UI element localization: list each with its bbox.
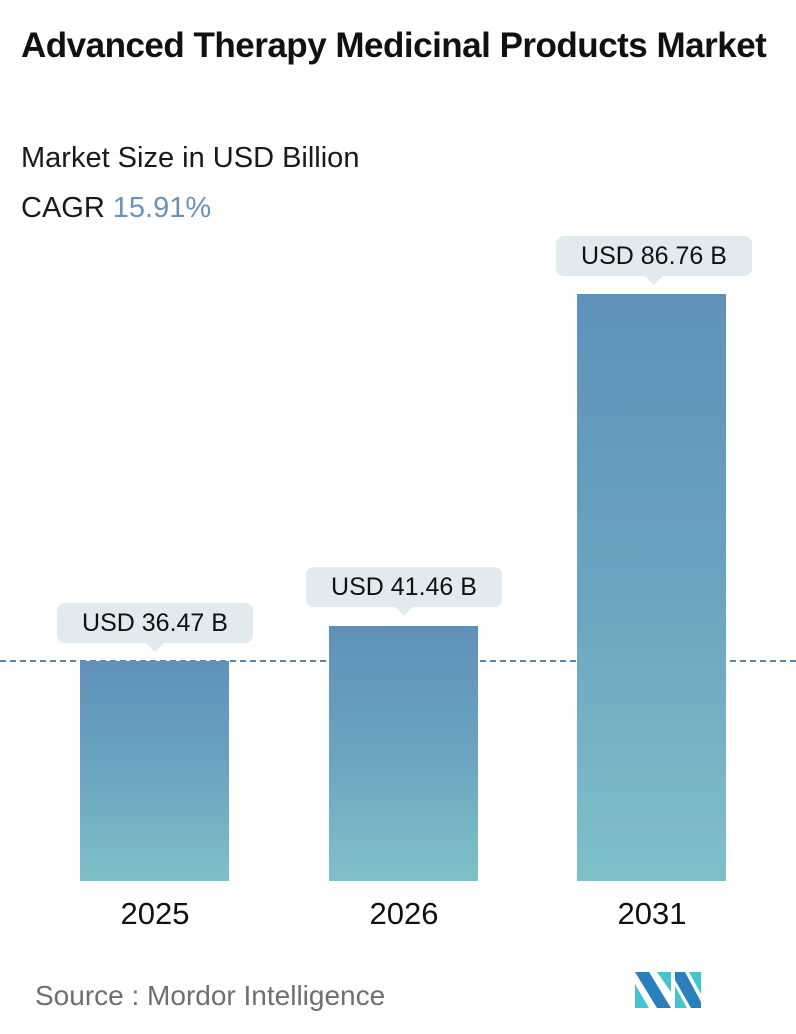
x-tick-2026: 2026: [369, 896, 439, 931]
chart-title: Advanced Therapy Medicinal Products Mark…: [21, 26, 767, 65]
cagr-label: CAGR: [21, 192, 105, 224]
source-text: Source : Mordor Intelligence: [35, 980, 386, 1011]
bar-2025: [80, 661, 229, 881]
x-tick-2025: 2025: [120, 896, 190, 931]
data-label-2031: USD 86.76 B: [556, 236, 752, 285]
data-label-2026: USD 41.46 B: [306, 567, 502, 616]
cagr-text: CAGR 15.91%: [21, 188, 211, 228]
cagr-value: 15.91%: [112, 192, 212, 224]
bar-2026: [329, 626, 478, 881]
data-label-2025: USD 36.47 B: [57, 603, 253, 652]
chart-subtitle: Market Size in USD Billion: [21, 142, 360, 174]
x-tick-2031: 2031: [617, 896, 687, 931]
mordor-intelligence-logo-icon: [635, 972, 701, 1008]
bar-2031: [577, 294, 726, 881]
